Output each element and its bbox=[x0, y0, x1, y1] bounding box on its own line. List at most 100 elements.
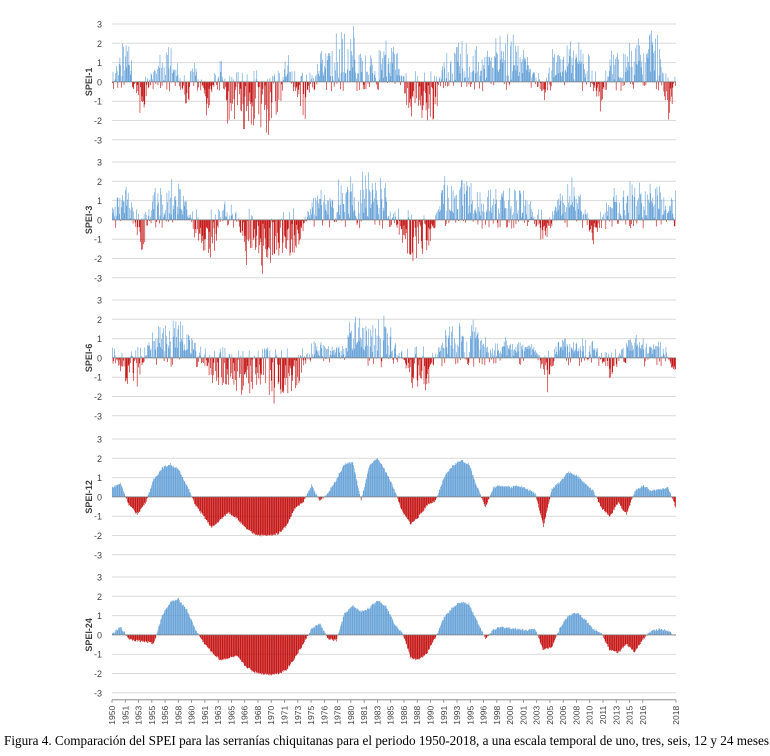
spei-bar-4 bbox=[296, 634, 298, 655]
spei-bar-0 bbox=[119, 57, 121, 82]
spei-bar-0 bbox=[610, 65, 611, 82]
spei-bar-4 bbox=[339, 629, 340, 635]
spei-bar-1 bbox=[508, 219, 510, 223]
spei-bar-0 bbox=[523, 57, 525, 82]
spei-bar-4 bbox=[304, 634, 305, 642]
x-tick-label: 1950 bbox=[107, 706, 117, 725]
spei-bar-2 bbox=[611, 357, 613, 375]
spei-bar-1 bbox=[415, 219, 417, 237]
spei-bar-4 bbox=[608, 634, 610, 650]
spei-bar-4 bbox=[617, 634, 618, 654]
spei-bar-2 bbox=[472, 319, 474, 358]
spei-bar-2 bbox=[462, 336, 464, 358]
spei-bar-4 bbox=[326, 634, 327, 636]
spei-bar-1 bbox=[601, 219, 602, 228]
spei-bar-2 bbox=[633, 349, 634, 358]
spei-bar-0 bbox=[324, 68, 326, 82]
spei-bar-0 bbox=[271, 81, 273, 103]
spei-bar-2 bbox=[170, 357, 172, 367]
spei-bar-2 bbox=[443, 347, 444, 358]
spei-bar-4 bbox=[569, 614, 571, 635]
spei-bar-1 bbox=[267, 219, 269, 258]
spei-bar-3 bbox=[429, 496, 430, 505]
spei-bar-1 bbox=[545, 219, 546, 236]
spei-bar-3 bbox=[306, 493, 308, 497]
spei-bar-2 bbox=[636, 346, 638, 358]
spei-bar-4 bbox=[668, 631, 669, 635]
spei-bar-3 bbox=[646, 486, 647, 497]
spei-bar-1 bbox=[329, 219, 330, 228]
spei-bar-0 bbox=[246, 81, 247, 112]
spei-bar-4 bbox=[596, 630, 598, 635]
spei-bar-1 bbox=[158, 202, 159, 220]
spei-bar-3 bbox=[147, 496, 148, 499]
spei-bar-1 bbox=[593, 219, 595, 227]
spei-bar-3 bbox=[282, 496, 283, 530]
spei-bar-1 bbox=[134, 218, 135, 220]
spei-bar-2 bbox=[163, 357, 165, 362]
spei-bar-2 bbox=[373, 357, 374, 365]
spei-bar-4 bbox=[492, 629, 494, 635]
spei-bar-3 bbox=[156, 475, 158, 497]
spei-bar-4 bbox=[584, 618, 585, 635]
spei-bar-3 bbox=[513, 485, 515, 497]
spei-bar-3 bbox=[369, 464, 371, 497]
spei-bar-4 bbox=[405, 634, 406, 641]
spei-bar-1 bbox=[159, 219, 160, 224]
spei-bar-1 bbox=[421, 219, 423, 249]
spei-bar-0 bbox=[523, 50, 524, 82]
spei-bar-0 bbox=[496, 52, 497, 82]
spei-bar-0 bbox=[342, 38, 343, 82]
spei-bar-2 bbox=[300, 355, 301, 358]
spei-bar-3 bbox=[407, 496, 408, 520]
spei-bar-1 bbox=[303, 219, 305, 224]
spei-bar-0 bbox=[158, 66, 159, 82]
spei-bar-0 bbox=[180, 81, 182, 90]
spei-bar-4 bbox=[316, 625, 318, 635]
spei-bar-2 bbox=[431, 357, 432, 363]
spei-bar-3 bbox=[309, 488, 311, 497]
spei-bar-3 bbox=[539, 496, 540, 511]
spei-bar-0 bbox=[361, 72, 363, 82]
spei-bar-4 bbox=[435, 634, 437, 638]
spei-bar-4 bbox=[367, 608, 368, 635]
spei-bar-1 bbox=[269, 219, 271, 228]
spei-bar-4 bbox=[282, 634, 283, 671]
spei-bar-3 bbox=[483, 496, 485, 505]
spei-bar-0 bbox=[539, 81, 541, 90]
spei-bar-3 bbox=[557, 484, 559, 497]
spei-bar-1 bbox=[594, 219, 596, 224]
spei-bar-2 bbox=[123, 357, 124, 361]
spei-bar-1 bbox=[151, 210, 152, 220]
spei-bar-0 bbox=[120, 81, 122, 88]
spei-bar-1 bbox=[123, 201, 125, 220]
spei-bar-1 bbox=[324, 195, 325, 220]
spei-bar-3 bbox=[387, 476, 389, 497]
spei-bar-1 bbox=[595, 219, 596, 228]
spei-bar-1 bbox=[145, 212, 146, 220]
spei-bar-0 bbox=[492, 67, 493, 82]
spei-bar-1 bbox=[631, 219, 632, 225]
spei-bar-2 bbox=[134, 357, 136, 360]
spei-bar-1 bbox=[464, 194, 466, 220]
spei-bar-2 bbox=[468, 357, 470, 363]
spei-bar-0 bbox=[311, 78, 312, 82]
spei-bar-4 bbox=[470, 607, 471, 635]
spei-bar-2 bbox=[132, 357, 134, 374]
spei-bar-4 bbox=[498, 627, 499, 635]
spei-bar-0 bbox=[539, 79, 540, 82]
spei-bar-2 bbox=[229, 354, 231, 358]
spei-bar-1 bbox=[163, 213, 165, 220]
spei-bar-1 bbox=[268, 219, 270, 249]
spei-bar-2 bbox=[406, 357, 408, 366]
spei-bar-3 bbox=[555, 484, 556, 497]
spei-bar-4 bbox=[134, 634, 136, 642]
spei-bar-1 bbox=[503, 201, 505, 220]
spei-bar-3 bbox=[280, 496, 282, 532]
spei-bar-4 bbox=[348, 609, 349, 635]
spei-bar-2 bbox=[467, 357, 468, 364]
spei-bar-3 bbox=[273, 496, 274, 535]
spei-bar-4 bbox=[494, 629, 495, 635]
spei-bar-4 bbox=[132, 634, 134, 641]
spei-bar-1 bbox=[660, 192, 661, 220]
